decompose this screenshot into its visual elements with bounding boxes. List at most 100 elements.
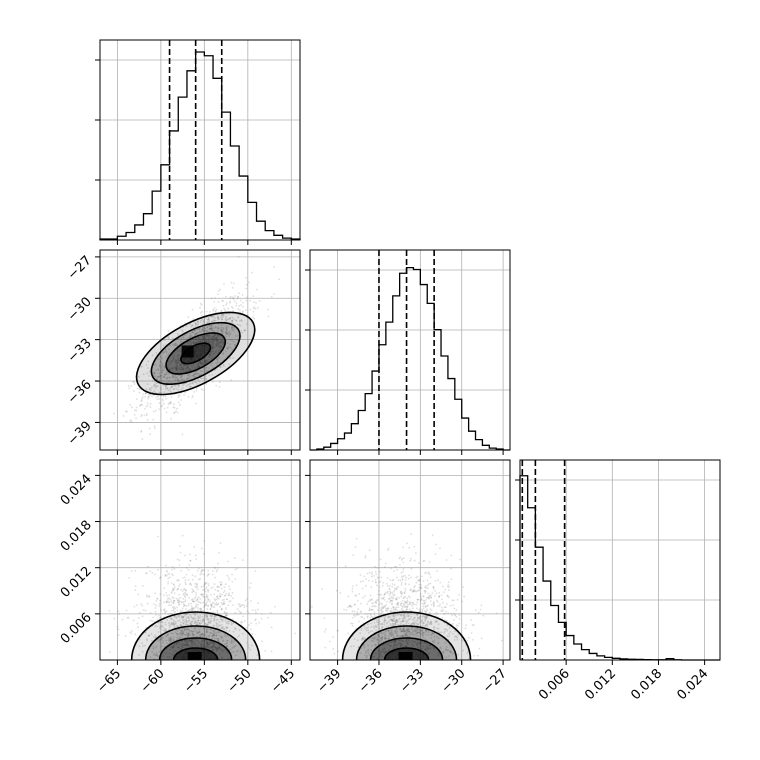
sample-point [363, 575, 366, 578]
sample-point [405, 576, 408, 579]
sample-point [396, 569, 399, 571]
sample-point [370, 622, 372, 625]
sample-point [167, 577, 170, 580]
sample-point [198, 340, 201, 343]
sample-point [207, 334, 209, 337]
sample-point [183, 615, 186, 617]
sample-point [427, 631, 430, 634]
sample-point [215, 336, 218, 339]
sample-point [198, 623, 201, 625]
sample-point [195, 363, 198, 365]
sample-point [231, 642, 233, 645]
sample-point [425, 629, 427, 632]
sample-point [165, 397, 167, 400]
sample-point [171, 596, 174, 599]
sample-point [179, 363, 182, 366]
sample-point [201, 632, 204, 635]
sample-point [195, 623, 198, 626]
sample-point [201, 362, 203, 365]
sample-point [196, 569, 199, 572]
sample-point [390, 631, 393, 633]
sample-point [406, 612, 409, 615]
sample-point [411, 631, 414, 634]
sample-point [382, 610, 384, 613]
histogram-step [310, 266, 510, 451]
sample-point [184, 644, 187, 647]
sample-point [201, 377, 204, 380]
sample-point [390, 607, 393, 610]
sample-point [427, 621, 429, 624]
sample-point [152, 647, 155, 650]
sample-point [202, 329, 205, 332]
sample-point [163, 376, 166, 378]
sample-point [197, 362, 200, 365]
sample-point [462, 586, 465, 589]
sample-point [168, 655, 171, 658]
sample-point [227, 620, 230, 623]
sample-point [413, 630, 416, 633]
sample-point [235, 654, 237, 657]
sample-point [213, 641, 215, 644]
sample-point [205, 593, 208, 596]
sample-point [202, 640, 205, 643]
sample-point [134, 633, 137, 636]
sample-point [180, 337, 183, 340]
sample-point [394, 630, 397, 632]
sample-point [232, 297, 235, 300]
sample-point [401, 634, 404, 637]
sample-point [197, 340, 200, 343]
sample-point [165, 564, 167, 567]
sample-point [190, 620, 193, 623]
sample-point [405, 608, 408, 611]
sample-point [234, 344, 237, 347]
sample-point [224, 318, 227, 321]
sample-point [413, 590, 415, 593]
sample-point [144, 572, 147, 575]
sample-point [178, 603, 181, 606]
sample-point [400, 604, 403, 607]
sample-point [210, 604, 213, 607]
sample-point [365, 652, 368, 654]
sample-point [181, 627, 184, 630]
sample-point [177, 353, 179, 356]
sample-point [201, 635, 204, 638]
sample-point [163, 402, 165, 405]
contour-line [135, 311, 256, 396]
sample-point [447, 584, 450, 587]
sample-point [373, 655, 376, 658]
sample-point [380, 610, 383, 613]
sample-point [181, 610, 184, 613]
sample-point [211, 343, 214, 345]
sample-point [228, 630, 231, 632]
sample-point [159, 577, 161, 579]
sample-point [221, 616, 224, 619]
sample-point [391, 610, 394, 613]
sample-point [162, 626, 165, 628]
sample-point [220, 317, 223, 320]
sample-point [155, 604, 158, 607]
sample-point [113, 617, 116, 620]
sample-point [235, 319, 238, 322]
sample-point [156, 597, 159, 600]
sample-point [149, 570, 152, 572]
sample-point [432, 605, 435, 608]
sample-point [222, 639, 224, 642]
sample-point [191, 324, 194, 327]
sample-point [197, 619, 200, 622]
sample-point [413, 641, 416, 643]
sample-point [194, 375, 197, 378]
sample-point [440, 606, 443, 609]
sample-point [227, 560, 230, 563]
sample-point [411, 622, 414, 625]
sample-point [147, 393, 150, 396]
sample-point [360, 616, 362, 618]
sample-point [191, 341, 193, 344]
sample-point [196, 320, 199, 323]
sample-point [143, 644, 146, 647]
sample-point [382, 581, 385, 584]
sample-point [434, 620, 437, 623]
sample-point [238, 304, 240, 307]
sample-point [482, 614, 485, 617]
sample-point [199, 306, 201, 309]
sample-point [189, 630, 191, 633]
